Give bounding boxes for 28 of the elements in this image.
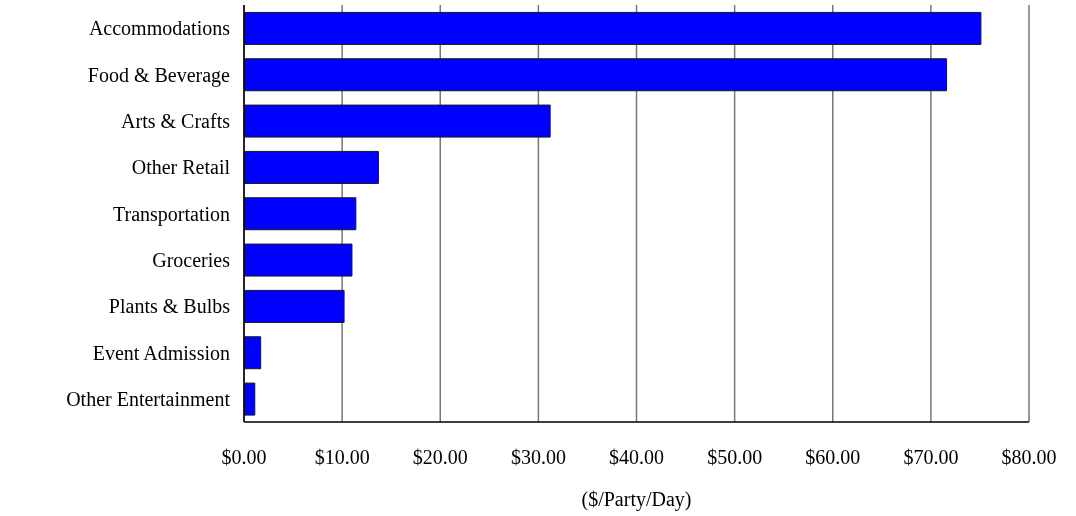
bar [244, 243, 353, 277]
bar [244, 336, 262, 370]
y-tick-label: Accommodations [88, 17, 231, 40]
y-tick-label: Groceries [152, 248, 231, 271]
bar [244, 150, 379, 184]
bar [244, 289, 345, 323]
x-axis-title: ($/Party/Day) [581, 488, 692, 511]
y-tick-label: Other Entertainment [66, 387, 231, 410]
x-tick-label: $0.00 [221, 446, 267, 469]
bar [244, 11, 982, 45]
bar [244, 197, 357, 231]
x-tick-label: $30.00 [510, 446, 566, 469]
bar [244, 104, 551, 138]
y-tick-label: Food & Beverage [87, 63, 231, 87]
y-tick-label: Event Admission [92, 341, 230, 364]
x-tick-label: $80.00 [1001, 446, 1057, 469]
bar [244, 58, 948, 92]
x-tick-label: $20.00 [412, 446, 468, 469]
y-tick-label: Arts & Crafts [121, 109, 231, 132]
y-tick-label: Plants & Bulbs [108, 295, 231, 318]
x-tick-label: $10.00 [314, 446, 370, 469]
x-tick-label: $70.00 [903, 446, 959, 469]
x-tick-label: $60.00 [805, 446, 861, 469]
x-tick-label: $40.00 [609, 446, 664, 469]
y-tick-label: Transportation [112, 202, 230, 226]
bar [244, 382, 256, 416]
x-tick-label: $50.00 [707, 446, 763, 469]
y-tick-label: Other Retail [131, 156, 231, 179]
